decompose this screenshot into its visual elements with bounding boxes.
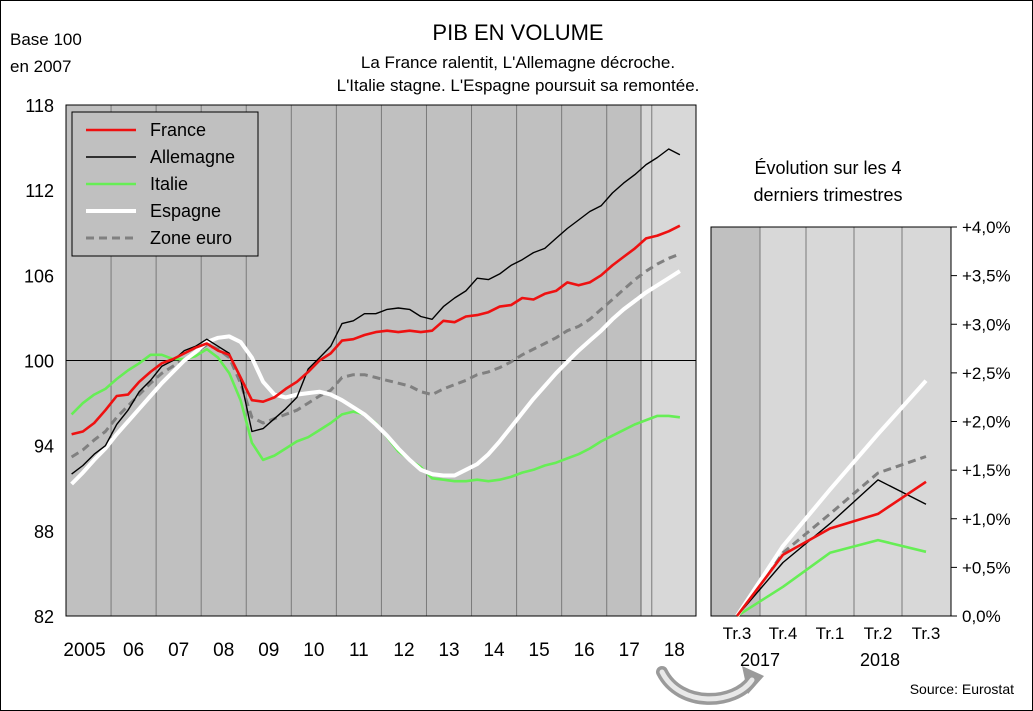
inset-line-italie — [736, 538, 927, 618]
legend-label: Espagne — [150, 201, 221, 221]
series-line-allemagne — [71, 148, 681, 475]
inset-line-espagne — [735, 379, 928, 618]
x-tick-label: 11 — [349, 640, 369, 661]
x-tick-label: 07 — [168, 640, 189, 661]
x-tick-label: 13 — [438, 640, 459, 661]
curved-arrow-icon — [656, 666, 764, 705]
inset-x-tick-label: Tr.3 — [723, 624, 752, 643]
legend-label: France — [150, 120, 206, 140]
x-tick-label: 18 — [664, 640, 685, 661]
x-tick-label: 15 — [529, 640, 550, 661]
inset-y-tick-label: +0,5% — [962, 558, 1011, 577]
inset-y-tick-label: +4,0% — [962, 218, 1011, 237]
y-tick-label: 112 — [25, 181, 54, 201]
y-tick-label: 82 — [34, 607, 54, 627]
inset-axis-labels: +4,0% +3,5% +3,0% +2,5% +2,0% +1,5% +1,0% +0,5%… — [723, 218, 1011, 670]
legend: France Allemagne Italie Espagne Zone euro — [71, 111, 259, 257]
inset-y-tick-label: +2,5% — [962, 364, 1011, 383]
x-tick-label: 09 — [258, 640, 279, 661]
plot-border — [65, 104, 697, 617]
legend-label: Italie — [150, 174, 188, 194]
legend-label: Zone euro — [150, 228, 232, 248]
base-label-line1: Base 100 — [10, 30, 82, 49]
inset-title-line1: Évolution sur les 4 — [754, 158, 901, 178]
x-tick-label: 2005 — [63, 640, 105, 661]
inset-line-allemagne — [736, 479, 927, 617]
y-tick-label: 118 — [25, 96, 54, 116]
inset-x-tick-label: Tr.4 — [769, 624, 798, 643]
x-tick-label: 10 — [303, 640, 324, 661]
chart-subtitle-line1: La France ralentit, L'Allemagne décroche… — [361, 53, 675, 72]
x-tick-label: 17 — [619, 640, 640, 661]
y-tick-label: 88 — [34, 522, 54, 542]
series-line-espagne — [70, 269, 681, 486]
inset-title: Évolution sur les 4 derniers trimestres — [753, 158, 902, 205]
inset-y-tick-label: +2,0% — [962, 413, 1011, 432]
x-tick-label: 08 — [213, 640, 234, 661]
series-line-zone-euro — [70, 252, 681, 459]
legend-label: Allemagne — [150, 147, 235, 167]
y-tick-label: 100 — [24, 352, 54, 372]
inset-x-tick-label: Tr.2 — [864, 624, 893, 643]
x-tick-label: 06 — [123, 640, 144, 661]
inset-y-tick-label: +1,5% — [962, 461, 1011, 480]
base-label-line2: en 2007 — [10, 57, 71, 76]
source-label: Source: Eurostat — [910, 681, 1014, 697]
inset-y-tick-label: +3,0% — [962, 315, 1011, 334]
main-series-lines — [70, 148, 681, 486]
x-tick-label: 12 — [393, 640, 414, 661]
inset-y-tick-label: +1,0% — [962, 510, 1011, 529]
y-tick-label: 106 — [24, 266, 54, 286]
y-tick-label: 94 — [34, 437, 54, 457]
inset-year-label: 2017 — [740, 650, 780, 670]
inset-series-lines — [735, 379, 928, 618]
main-axis-labels: 118 112 106 100 94 88 82 2005 06 07 08 09 10 11 12 13 14… — [24, 96, 685, 661]
inset-x-tick-label: Tr.1 — [816, 624, 845, 643]
series-line-france — [71, 224, 681, 436]
inset-year-label: 2018 — [860, 650, 900, 670]
chart-title: PIB EN VOLUME — [432, 20, 603, 45]
inset-line-france — [735, 480, 927, 617]
inset-x-tick-label: Tr.3 — [912, 624, 941, 643]
chart-subtitle-line2: L'Italie stagne. L'Espagne poursuit sa r… — [337, 76, 700, 95]
x-tick-label: 14 — [483, 640, 505, 661]
x-tick-label: 16 — [574, 640, 595, 661]
inset-y-tick-label: +3,5% — [962, 267, 1011, 286]
inset-plot-area — [710, 226, 952, 617]
inset-y-tick-label: 0,0% — [962, 607, 1001, 626]
inset-title-line2: derniers trimestres — [753, 185, 902, 205]
